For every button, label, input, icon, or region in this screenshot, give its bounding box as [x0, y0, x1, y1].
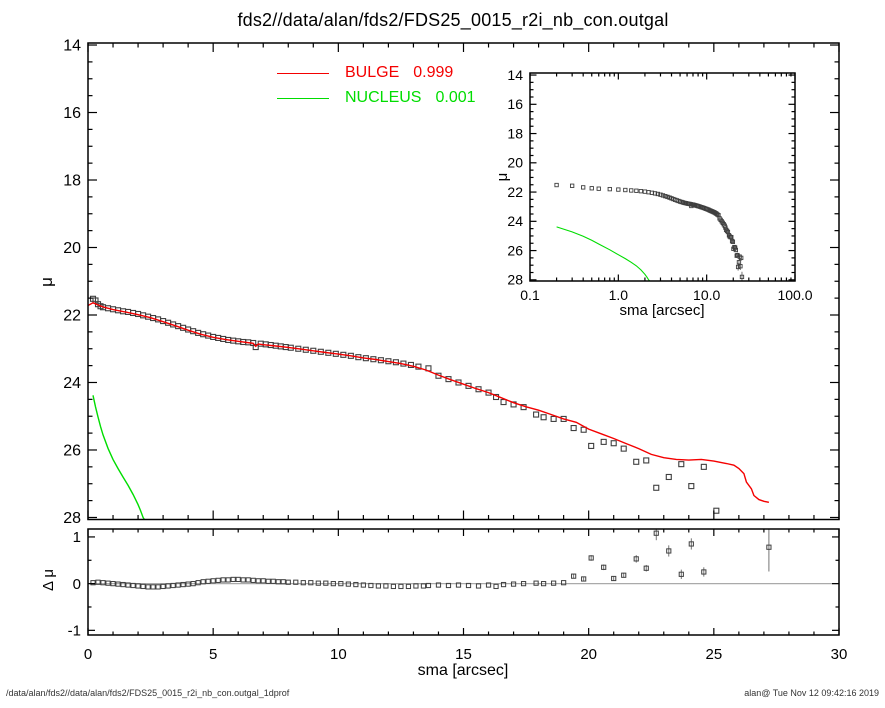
svg-text:30: 30 — [831, 646, 848, 663]
svg-text:26: 26 — [63, 443, 81, 460]
inset-y-axis-label: μ — [494, 172, 511, 182]
svg-text:20: 20 — [63, 240, 81, 257]
svg-text:18: 18 — [507, 125, 523, 141]
legend-nucleus-label: NUCLEUS — [345, 89, 422, 106]
svg-text:0.1: 0.1 — [520, 287, 540, 303]
svg-text:10: 10 — [330, 646, 347, 663]
main-y-axis-label: μ — [37, 277, 56, 287]
footer-file-path: /data/alan/fds2//data/alan/fds2/FDS25_00… — [6, 688, 290, 698]
svg-text:25: 25 — [705, 646, 722, 663]
svg-text:24: 24 — [507, 213, 523, 229]
svg-text:18: 18 — [63, 173, 81, 190]
svg-text:100.0: 100.0 — [777, 287, 812, 303]
svg-text:0: 0 — [84, 646, 92, 663]
svg-text:15: 15 — [455, 646, 472, 663]
residual-y-axis-label: Δ μ — [40, 569, 57, 592]
svg-text:14: 14 — [507, 67, 523, 83]
svg-text:26: 26 — [507, 242, 523, 258]
svg-text:5: 5 — [209, 646, 217, 663]
x-axis-label: sma [arcsec] — [417, 662, 509, 679]
svg-text:-1: -1 — [68, 623, 81, 640]
svg-text:16: 16 — [63, 105, 81, 122]
svg-text:22: 22 — [63, 308, 81, 325]
svg-text:20: 20 — [507, 155, 523, 171]
footer-user-timestamp: alan@ Tue Nov 12 09:42:16 2019 — [744, 688, 879, 698]
svg-text:24: 24 — [63, 375, 81, 392]
svg-text:0: 0 — [73, 576, 81, 593]
legend-item-bulge: BULGE 0.999 — [277, 63, 453, 83]
legend-nucleus-value: 0.001 — [435, 89, 476, 106]
svg-text:28: 28 — [63, 510, 81, 527]
svg-text:10.0: 10.0 — [693, 287, 720, 303]
nucleus-line-swatch — [277, 97, 329, 99]
svg-text:22: 22 — [507, 184, 523, 200]
legend-bulge-label: BULGE — [345, 64, 400, 81]
svg-text:14: 14 — [63, 38, 81, 55]
inset-x-axis-label: sma [arcsec] — [619, 302, 705, 319]
bulge-line-swatch — [277, 72, 329, 74]
svg-text:20: 20 — [580, 646, 597, 663]
svg-text:16: 16 — [507, 96, 523, 112]
legend-item-nucleus: NUCLEUS 0.001 — [277, 88, 476, 108]
svg-text:1.0: 1.0 — [609, 287, 629, 303]
svg-text:1: 1 — [73, 529, 81, 546]
svg-text:28: 28 — [507, 272, 523, 288]
plot-title: fds2//data/alan/fds2/FDS25_0015_r2i_nb_c… — [237, 10, 669, 30]
legend-bulge-value: 0.999 — [413, 64, 454, 81]
